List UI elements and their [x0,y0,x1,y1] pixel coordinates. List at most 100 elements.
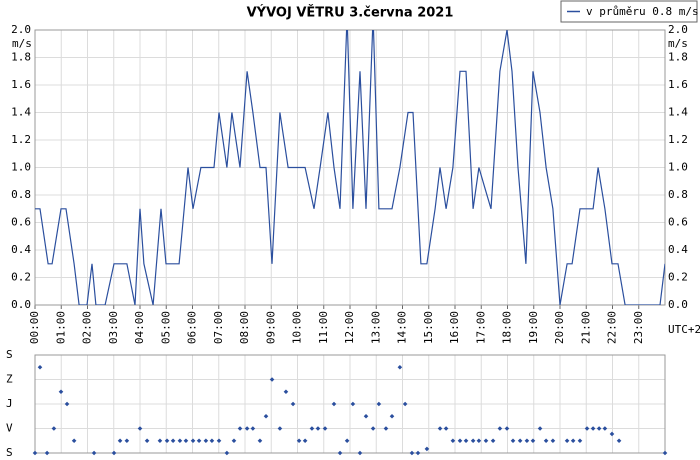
x-tick-label: 18:00 [501,311,514,344]
y-tick-label: 1.4 [11,106,31,119]
y-tick-label-right: 1.0 [668,161,688,174]
y-tick-label: S [6,348,13,361]
direction-point [450,438,456,444]
y-tick-label: 1.8 [11,51,31,64]
direction-point [331,401,337,407]
x-tick-label: 10:00 [291,311,304,344]
direction-point [183,438,189,444]
direction-point [91,450,97,456]
direction-point [263,413,269,419]
y-tick-label: 1.0 [11,161,31,174]
y-tick-label-right: 1.2 [668,133,688,146]
x-tick-label: 13:00 [369,311,382,344]
wind-speed-line [35,30,665,305]
direction-point [476,438,482,444]
x-tick-label: 00:00 [28,311,41,344]
legend: v průměru 0.8 m/s [560,0,699,23]
direction-point [389,413,395,419]
x-tick-label: 05:00 [159,311,172,344]
direction-point [584,426,590,431]
direction-point [250,426,256,431]
direction-point [510,438,516,444]
x-tick-label: 21:00 [579,311,592,344]
direction-point [543,438,549,444]
direction-point [616,438,622,444]
direction-point [58,389,64,395]
direction-point [363,413,369,419]
direction-point [424,446,430,452]
direction-point [157,438,163,444]
direction-point [290,401,296,407]
direction-point [590,426,596,431]
direction-point [190,438,196,444]
x-tick-label: 15:00 [422,311,435,344]
direction-point [564,438,570,444]
x-tick-label: 02:00 [81,311,94,344]
direction-point [283,389,289,395]
direction-point [550,438,556,444]
x-tick-label: 06:00 [186,311,199,344]
y-tick-label: 1.2 [11,133,31,146]
direction-point [409,450,415,456]
direction-point [32,450,38,456]
y-tick-label: 0.0 [11,298,31,311]
x-tick-label: 09:00 [264,311,277,344]
direction-point [470,438,476,444]
plot-frame [34,354,666,454]
direction-point [524,438,530,444]
direction-point [224,450,230,456]
direction-point [376,401,382,407]
direction-point [577,438,583,444]
x-tick-label: 20:00 [553,311,566,344]
direction-point [415,450,421,456]
x-tick-label: 17:00 [474,311,487,344]
direction-point [596,426,602,431]
x-tick-label: 23:00 [632,311,645,344]
direction-point [457,438,463,444]
direction-point [350,401,356,407]
direction-point [483,438,489,444]
direction-point [244,426,250,431]
direction-point [71,438,77,444]
y-tick-label: V [6,422,13,435]
direction-point [117,438,123,444]
direction-point [216,438,222,444]
direction-point [269,377,275,382]
direction-point [443,426,449,431]
x-tick-label: 01:00 [54,311,67,344]
y-tick-label: S [6,446,13,459]
legend-box [560,0,698,23]
x-tick-label: 22:00 [606,311,619,344]
line-group [35,30,665,305]
direction-point [337,450,343,456]
direction-point [237,426,243,431]
direction-point [344,438,350,444]
direction-point [296,438,302,444]
y-tick-label: 2.0 [11,23,31,36]
direction-point [504,426,510,431]
y-tick-label: Z [6,373,13,386]
direction-point [124,438,130,444]
direction-point [383,426,389,431]
direction-point [302,438,308,444]
direction-point [164,438,170,444]
direction-point [177,438,183,444]
direction-point [370,426,376,431]
x-tick-label: 07:00 [212,311,225,344]
direction-point [315,426,321,431]
x-tick-label: 11:00 [317,311,330,344]
x-tick-label: 04:00 [133,311,146,344]
x-tick-label: 03:00 [107,311,120,344]
direction-point [144,438,150,444]
y-tick-label: 1.6 [11,78,31,91]
direction-point [517,438,523,444]
y-tick-label-right: 0.6 [668,216,688,229]
y-tick-label: 0.2 [11,271,31,284]
direction-point [357,450,363,456]
direction-point [111,450,117,456]
direction-point [309,426,315,431]
direction-point [203,438,209,444]
y-unit-right: m/s [668,37,688,50]
direction-point [463,438,469,444]
